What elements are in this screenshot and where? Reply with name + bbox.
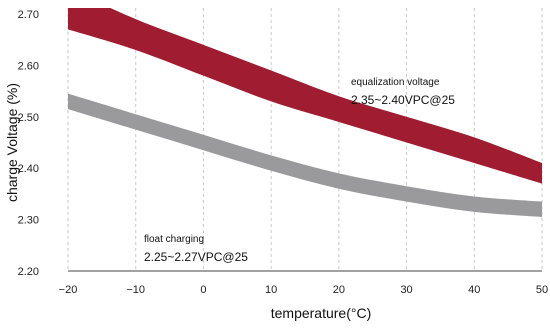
y-tick-label-4: 2.60 bbox=[18, 60, 39, 72]
x-tick-label-2: 0 bbox=[200, 284, 206, 296]
x-tick-label-7: 50 bbox=[536, 284, 548, 296]
x-tick-labels: −20 −10 0 10 20 30 40 50 bbox=[59, 284, 548, 296]
equalization-annotation-value: 2.35~2.40VPC@25 bbox=[351, 93, 455, 107]
x-tick-label-6: 40 bbox=[468, 284, 480, 296]
float-annotation-value: 2.25~2.27VPC@25 bbox=[144, 250, 248, 264]
x-tick-label-1: −10 bbox=[126, 284, 145, 296]
voltage-bands bbox=[68, 8, 542, 218]
x-axis-label: temperature(°C) bbox=[271, 305, 372, 321]
y-tick-labels: 2.20 2.30 2.40 2.50 2.60 2.70 bbox=[18, 9, 39, 278]
band-float-charging bbox=[68, 93, 542, 218]
equalization-annotation-title: equalization voltage bbox=[351, 77, 440, 88]
y-axis-label: charge Voltage (%) bbox=[4, 83, 20, 202]
y-tick-label-0: 2.20 bbox=[18, 266, 39, 278]
x-tick-label-0: −20 bbox=[59, 284, 78, 296]
y-tick-label-2: 2.40 bbox=[18, 163, 39, 175]
band-equalization-voltage bbox=[68, 8, 542, 184]
float-annotation-title: float charging bbox=[144, 234, 204, 245]
x-tick-label-4: 20 bbox=[333, 284, 345, 296]
y-tick-label-5: 2.70 bbox=[18, 9, 39, 21]
y-tick-label-1: 2.30 bbox=[18, 215, 39, 227]
y-tick-label-3: 2.50 bbox=[18, 112, 39, 124]
x-tick-label-3: 10 bbox=[265, 284, 277, 296]
x-tick-label-5: 30 bbox=[400, 284, 412, 296]
